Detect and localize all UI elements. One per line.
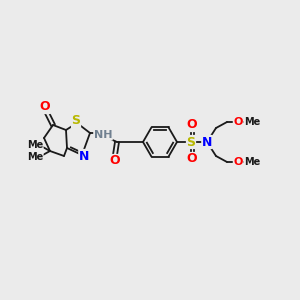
Text: Me: Me bbox=[244, 157, 260, 167]
Text: O: O bbox=[187, 152, 197, 166]
Text: S: S bbox=[71, 115, 80, 128]
Text: N: N bbox=[79, 149, 89, 163]
Text: Me: Me bbox=[27, 140, 43, 150]
Text: O: O bbox=[233, 117, 243, 127]
Text: O: O bbox=[233, 157, 243, 167]
Text: O: O bbox=[40, 100, 50, 113]
Text: N: N bbox=[202, 136, 212, 148]
Text: Me: Me bbox=[244, 117, 260, 127]
Text: O: O bbox=[110, 154, 120, 167]
Text: Me: Me bbox=[27, 152, 43, 162]
Text: NH: NH bbox=[94, 130, 112, 140]
Text: S: S bbox=[187, 136, 196, 148]
Text: O: O bbox=[187, 118, 197, 131]
